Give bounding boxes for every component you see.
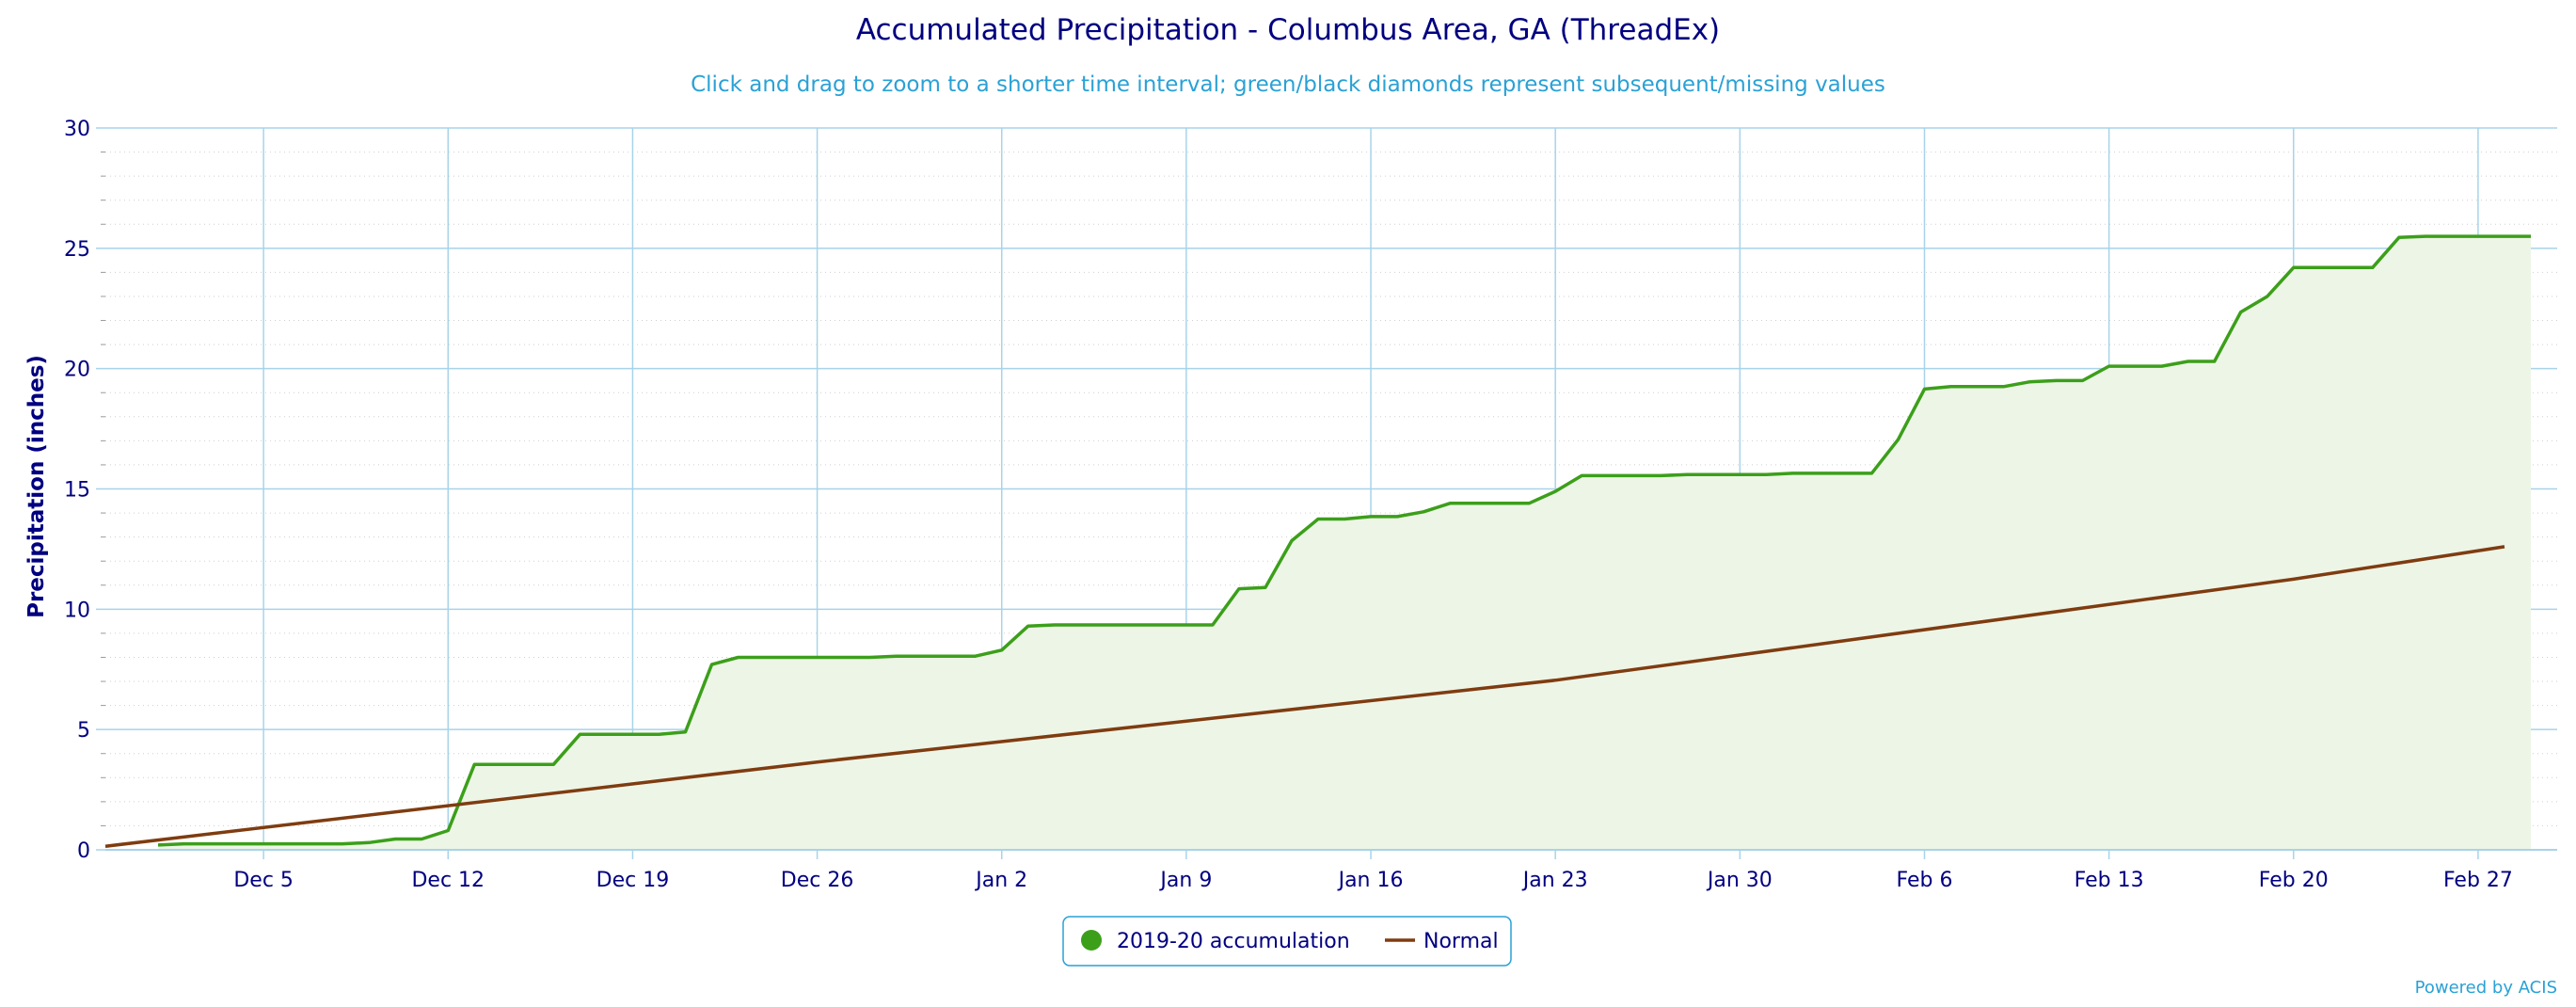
- legend-item-accumulation[interactable]: 2019-20 accumulation: [1081, 930, 1350, 953]
- y-tick-label: 20: [64, 359, 90, 382]
- y-axis-label: Precipitation (inches): [24, 355, 49, 618]
- legend-label-accumulation: 2019-20 accumulation: [1117, 930, 1350, 953]
- series-lines[interactable]: [104, 234, 2531, 848]
- legend-item-normal[interactable]: Normal: [1385, 930, 1499, 953]
- legend-marker-accumulation: [1081, 930, 1102, 951]
- series-line-1: [104, 545, 2505, 848]
- legend[interactable]: 2019-20 accumulation Normal: [1062, 916, 1512, 967]
- accumulation-area: [158, 236, 2531, 851]
- x-tick-label: Jan 16: [1337, 869, 1404, 892]
- x-tick-label: Jan 23: [1521, 869, 1588, 892]
- x-tick-label: Dec 5: [233, 869, 294, 892]
- x-tick-label: Jan 9: [1158, 869, 1212, 892]
- series-line-0: [157, 234, 2531, 847]
- y-tick-label: 5: [77, 719, 90, 743]
- x-tick-label: Feb 13: [2075, 869, 2144, 892]
- y-tick-label: 25: [64, 238, 90, 262]
- x-tick-label: Jan 2: [974, 869, 1027, 892]
- x-tick-label: Dec 19: [596, 869, 670, 892]
- x-tick-label: Feb 20: [2259, 869, 2329, 892]
- legend-label-normal: Normal: [1423, 930, 1499, 953]
- legend-box: [1062, 916, 1512, 967]
- series-area-0: [158, 236, 2531, 851]
- x-tick-label: Feb 6: [1897, 869, 1953, 892]
- y-tick-label: 10: [64, 599, 90, 622]
- y-tick-label: 30: [64, 118, 90, 141]
- powered-by-acis-link[interactable]: Powered by ACIS: [2414, 978, 2557, 998]
- x-tick-label: Dec 26: [781, 869, 854, 892]
- y-tick-label: 15: [64, 479, 90, 503]
- x-tick-label: Feb 27: [2443, 869, 2513, 892]
- axes: 0 5 10 15 20 25 30 Dec 5 Dec 12 Dec 19 Dec 26 Jan 2…: [64, 118, 2557, 892]
- x-tick-label: Dec 12: [411, 869, 485, 892]
- x-tick-label: Jan 30: [1706, 869, 1773, 892]
- chart-subtitle: Click and drag to zoom to a shorter time…: [691, 72, 1885, 97]
- chart-title: Accumulated Precipitation - Columbus Are…: [856, 13, 1720, 47]
- y-tick-label: 0: [77, 839, 90, 863]
